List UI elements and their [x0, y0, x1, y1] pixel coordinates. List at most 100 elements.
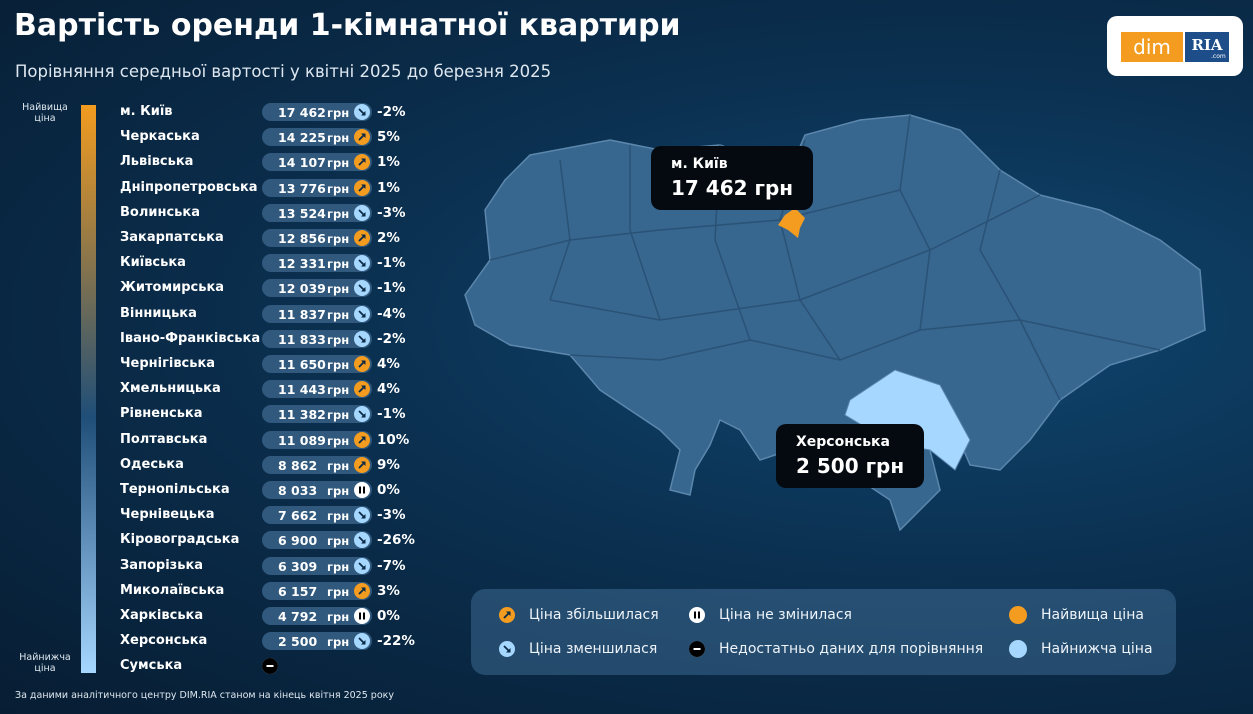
price: 11 382 — [278, 407, 326, 423]
price: 11 837 — [278, 306, 326, 322]
region: Волинська — [120, 204, 200, 220]
change: 3% — [377, 582, 400, 599]
unit: грн — [327, 232, 350, 246]
table-row: Рівненська 11 382 грн -1% — [0, 403, 440, 425]
table-row: Дніпропетровська 13 776 грн 1% — [0, 177, 440, 199]
table-row: Тернопільська 8 033 грн 0% — [0, 479, 440, 501]
icon-down — [354, 305, 370, 322]
legend-text: Ціна не змінилася — [719, 607, 852, 623]
price: 6 309 — [278, 558, 318, 574]
unit: грн — [327, 156, 350, 171]
unit: грн — [327, 131, 350, 146]
table-row: Закарпатська 12 856 грн 2% — [0, 227, 440, 249]
change: 5% — [377, 129, 400, 146]
price: 12 331 — [278, 256, 326, 272]
icon-high — [1009, 606, 1027, 624]
icon-down — [354, 204, 370, 221]
table-row: Львівська 14 107 грн 1% — [0, 151, 440, 173]
region: Хмельницька — [120, 381, 221, 397]
price: 4 792 — [278, 609, 318, 624]
logo-sub: .com — [1211, 53, 1226, 60]
icon-up — [499, 607, 515, 623]
table-row: Волинська 13 524 грн -3% — [0, 202, 440, 224]
change: -26% — [377, 532, 415, 549]
icon-same — [689, 607, 705, 623]
price: 13 776 — [278, 180, 326, 196]
change: -22% — [377, 633, 415, 650]
icon-none — [689, 641, 705, 657]
icon-up — [354, 154, 370, 171]
kyiv-city — [778, 208, 805, 238]
price-pill — [262, 380, 372, 399]
unit: грн — [327, 358, 350, 372]
change: -2% — [377, 104, 406, 120]
icon-down — [354, 104, 370, 120]
unit: грн — [327, 307, 350, 322]
table-row: Житомирська 12 039 грн -1% — [0, 277, 440, 299]
table-row: Одеська 8 862 грн 9% — [0, 454, 440, 476]
change: 10% — [377, 431, 410, 448]
unit: грн — [327, 383, 350, 398]
price: 12 856 — [278, 231, 326, 246]
price-pill — [262, 254, 372, 273]
region: Вінницька — [120, 305, 197, 321]
legend-text: Ціна зменшилася — [529, 641, 658, 657]
region: м. Київ — [120, 104, 173, 119]
table-row: м. Київ 17 462 грн -2% — [0, 101, 440, 123]
change: 4% — [377, 381, 400, 398]
table-row: Полтавська 11 089 грн 10% — [0, 429, 440, 451]
price-pill — [262, 203, 372, 222]
unit: грн — [327, 206, 350, 221]
icon-down — [354, 633, 370, 650]
unit: грн — [327, 332, 350, 347]
table-row: Івано-Франківська 11 833 грн -2% — [0, 328, 440, 350]
change: 0% — [377, 482, 400, 498]
price-pill — [262, 304, 372, 323]
price-pill — [262, 103, 372, 121]
unit: грн — [327, 534, 350, 549]
price: 6 157 — [278, 583, 318, 599]
region: Рівненська — [120, 406, 203, 422]
unit: грн — [327, 181, 350, 196]
price: 14 225 — [278, 130, 326, 146]
icon-up — [354, 129, 370, 146]
price-pill — [262, 632, 372, 651]
price: 8 033 — [278, 483, 318, 498]
icon-down — [354, 255, 370, 272]
region: Черкаська — [120, 129, 200, 145]
legend-text: Найнижча ціна — [1041, 641, 1153, 657]
icon-up — [354, 230, 370, 246]
logo: dim RIA .com — [1107, 16, 1243, 76]
price: 14 107 — [278, 155, 326, 171]
price: 11 089 — [278, 432, 326, 448]
region: Харківська — [120, 608, 204, 623]
price-pill — [262, 355, 372, 373]
icon-down — [354, 557, 370, 574]
legend-text: Недостатньо даних для порівняння — [719, 641, 984, 657]
unit: грн — [327, 635, 350, 650]
region: Сумська — [120, 658, 183, 674]
change: -1% — [377, 280, 406, 297]
region: Київська — [120, 255, 186, 271]
table-row: Чернівецька 7 662 грн -3% — [0, 504, 440, 526]
region: Закарпатська — [120, 230, 224, 245]
change: 0% — [377, 608, 400, 624]
region: Чернівецька — [120, 507, 215, 523]
icon-up — [354, 582, 370, 599]
region: Дніпропетровська — [120, 179, 258, 195]
unit: грн — [327, 610, 350, 624]
callout-label: м. Київ — [671, 156, 728, 172]
borders — [489, 114, 1161, 401]
icon-same — [354, 482, 370, 498]
price-pill — [262, 229, 372, 247]
scale-bar — [81, 105, 96, 673]
table-row: Київська 12 331 грн -1% — [0, 252, 440, 274]
unit: грн — [327, 458, 350, 473]
change: 1% — [377, 179, 400, 196]
region: Тернопільська — [120, 482, 230, 497]
price: 8 862 — [278, 457, 318, 473]
change: -3% — [377, 204, 406, 221]
price: 17 462 — [278, 105, 326, 120]
price: 2 500 — [278, 634, 318, 650]
price-pill — [262, 506, 372, 525]
